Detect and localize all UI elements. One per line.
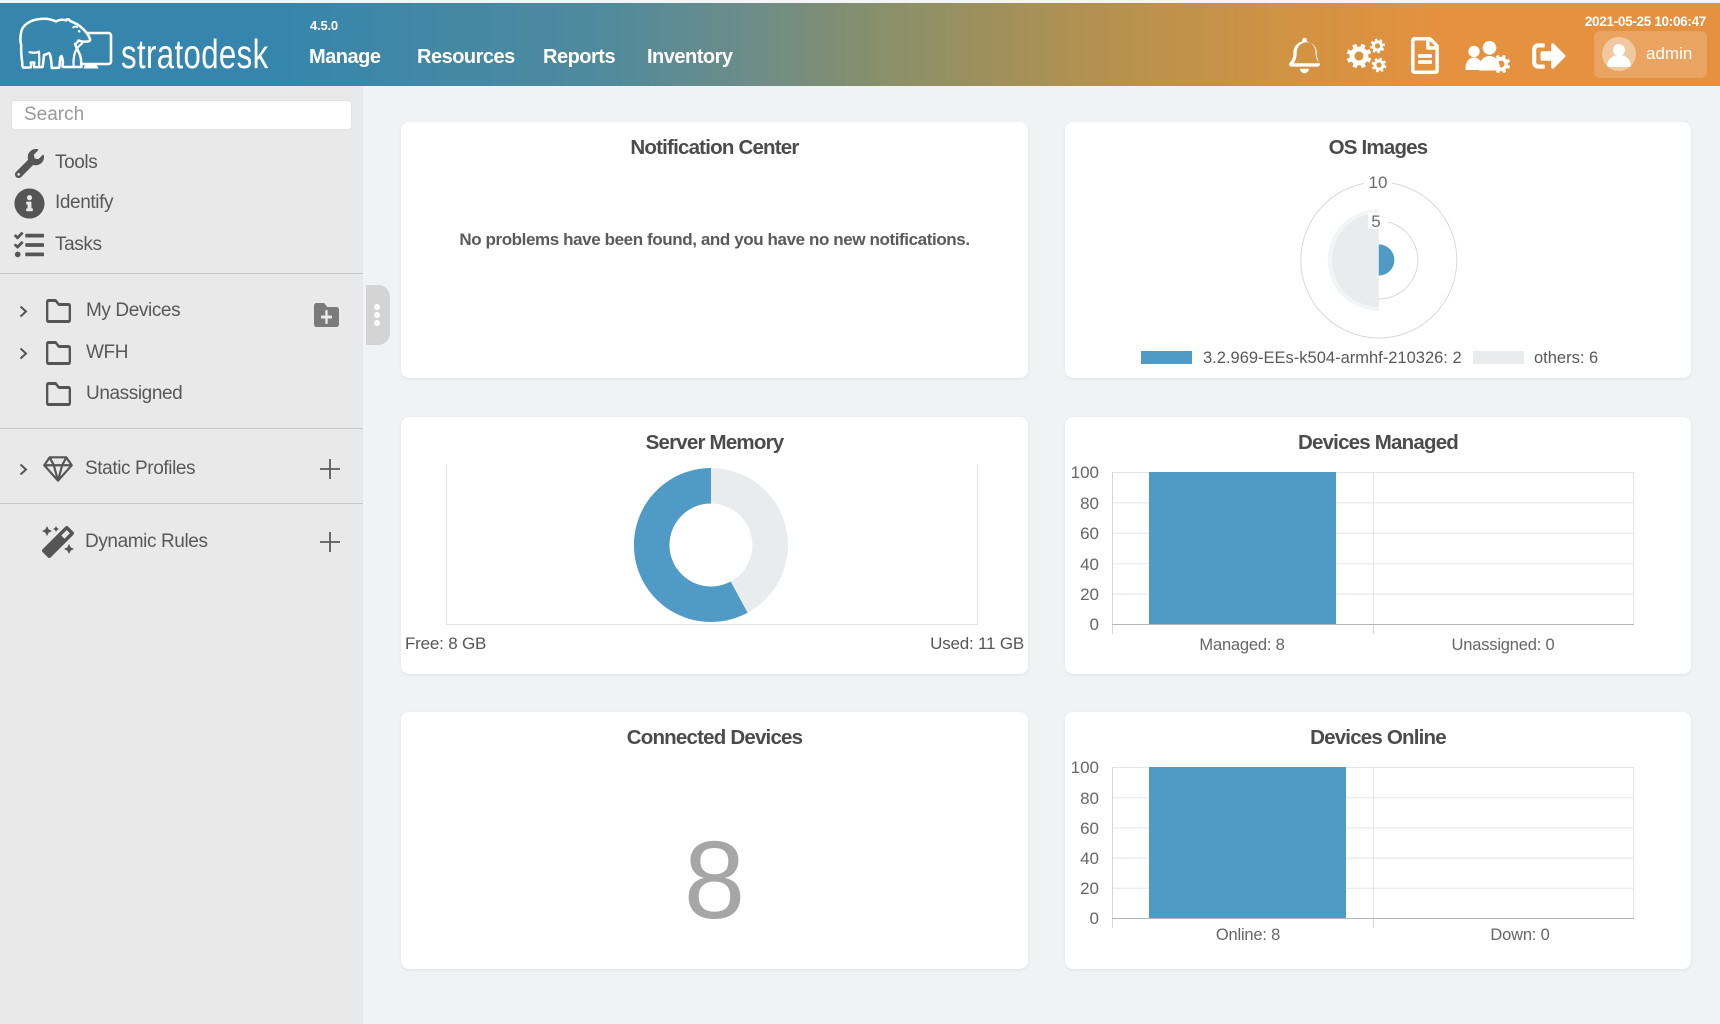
- svg-text:40: 40: [1080, 849, 1099, 868]
- svg-text:20: 20: [1080, 879, 1099, 898]
- svg-text:3.2.969-EEs-k504-armhf-210326:: 3.2.969-EEs-k504-armhf-210326: 2: [1203, 349, 1462, 367]
- svg-text:Down: 0: Down: 0: [1490, 926, 1549, 944]
- svg-text:Online: 8: Online: 8: [1216, 926, 1280, 944]
- svg-text:60: 60: [1080, 524, 1099, 543]
- svg-text:0: 0: [1090, 615, 1099, 634]
- svg-text:10: 10: [1369, 173, 1388, 192]
- svg-text:80: 80: [1080, 789, 1099, 808]
- svg-text:40: 40: [1080, 555, 1099, 574]
- svg-text:60: 60: [1080, 819, 1099, 838]
- svg-text:100: 100: [1071, 463, 1099, 482]
- svg-text:Managed: 8: Managed: 8: [1199, 636, 1284, 654]
- svg-text:100: 100: [1071, 758, 1099, 777]
- svg-text:20: 20: [1080, 585, 1099, 604]
- svg-text:80: 80: [1080, 494, 1099, 513]
- svg-text:5: 5: [1371, 212, 1380, 231]
- svg-text:0: 0: [1090, 909, 1099, 928]
- svg-text:Free: 8 GB: Free: 8 GB: [405, 634, 486, 653]
- svg-text:Used: 11 GB: Used: 11 GB: [930, 634, 1024, 653]
- svg-text:others: 6: others: 6: [1534, 349, 1598, 367]
- svg-text:Unassigned: 0: Unassigned: 0: [1452, 636, 1555, 654]
